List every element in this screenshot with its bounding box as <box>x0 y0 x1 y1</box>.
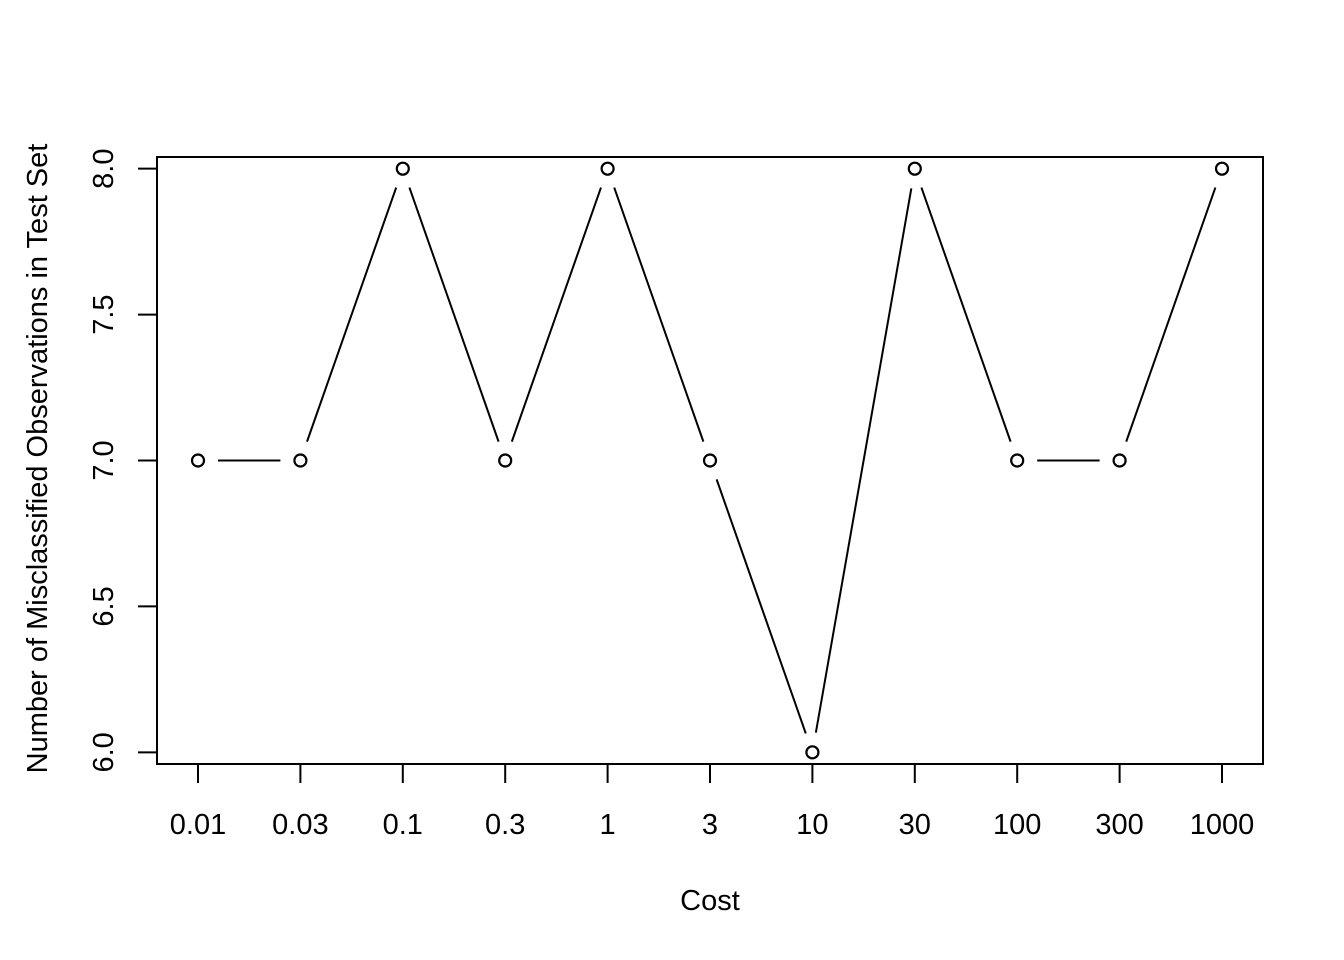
series-line-segment <box>510 187 602 442</box>
data-point <box>805 745 820 760</box>
y-tick-label: 7.5 <box>88 294 120 334</box>
series-points <box>190 161 1230 760</box>
data-point <box>293 453 308 468</box>
x-tick-label: 0.3 <box>485 809 525 841</box>
series-line-segment <box>1125 187 1217 442</box>
series-line-segment <box>920 187 1012 442</box>
x-tick-label: 10 <box>796 809 828 841</box>
series-line-segment <box>715 479 807 734</box>
y-tick-label: 8.0 <box>88 149 120 189</box>
data-point <box>395 161 410 176</box>
y-axis-label: Number of Misclassified Observations in … <box>22 144 54 774</box>
data-point <box>190 453 206 468</box>
x-axis: 0.01 0.03 0.1 0.3 1 3 10 30 100 300 1000 <box>170 763 1255 841</box>
data-point <box>907 161 922 176</box>
x-tick-label: 1 <box>600 809 616 841</box>
series-line-segment <box>814 188 913 733</box>
x-tick-label: 0.1 <box>383 809 423 841</box>
data-point <box>1010 453 1025 468</box>
x-axis-label: Cost <box>680 885 740 917</box>
x-tick-label: 0.01 <box>170 809 226 841</box>
data-point <box>600 161 615 176</box>
data-point <box>498 453 513 468</box>
y-tick-label: 6.5 <box>88 586 120 626</box>
series-line-segment <box>306 187 398 442</box>
x-tick-label: 0.03 <box>272 809 328 841</box>
y-tick-label: 6.0 <box>88 732 120 772</box>
data-point <box>1112 453 1127 468</box>
data-point <box>1214 161 1230 176</box>
x-tick-label: 300 <box>1095 809 1143 841</box>
x-tick-label: 1000 <box>1190 809 1255 841</box>
y-tick-label: 7.0 <box>88 440 120 480</box>
series-lines <box>218 187 1217 734</box>
x-tick-label: 30 <box>899 809 931 841</box>
series-line-segment <box>408 187 500 442</box>
x-tick-label: 100 <box>993 809 1041 841</box>
data-point <box>702 453 718 468</box>
x-tick-label: 3 <box>702 809 718 841</box>
series-line-segment <box>613 187 705 442</box>
y-axis: 6.0 6.5 7.0 7.5 8.0 <box>88 149 158 772</box>
